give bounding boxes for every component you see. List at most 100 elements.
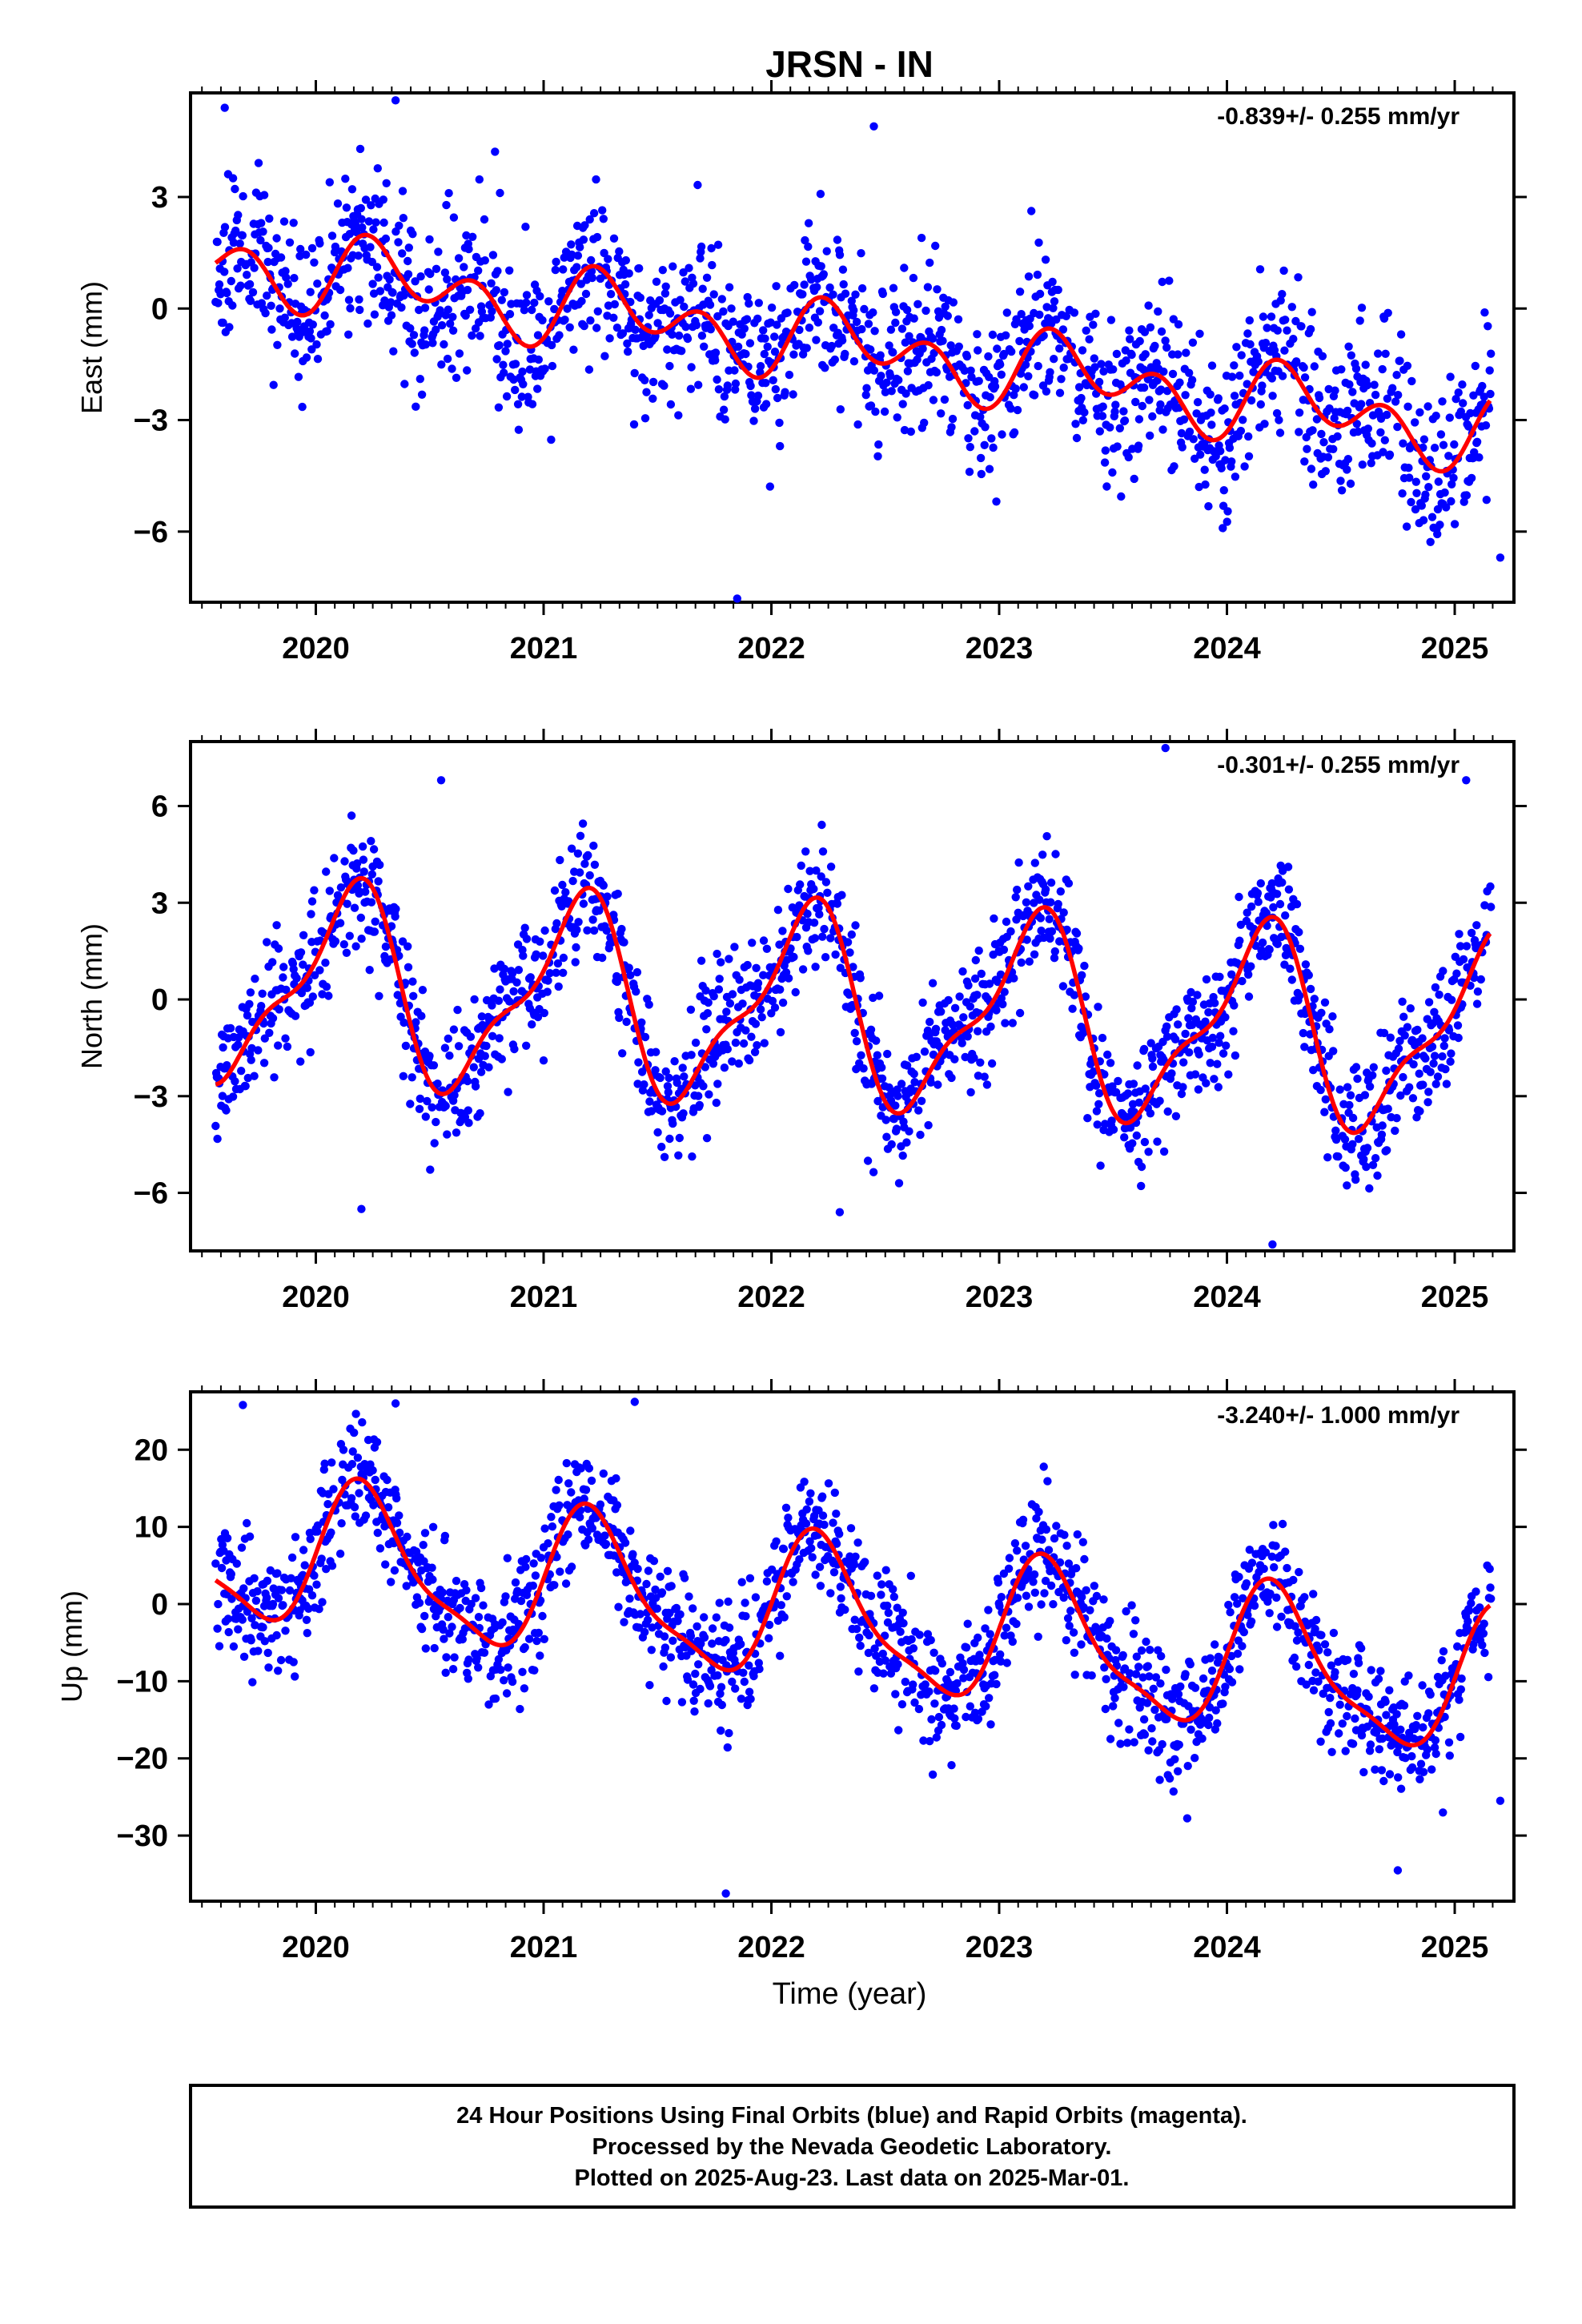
- data-point: [1162, 1022, 1171, 1031]
- data-point: [1411, 477, 1421, 486]
- data-point: [391, 904, 400, 914]
- data-point: [440, 1531, 450, 1541]
- data-point: [1134, 415, 1144, 424]
- east-axis-label: East (mm): [75, 281, 108, 414]
- data-point: [605, 334, 614, 343]
- data-point: [795, 325, 804, 335]
- data-point: [617, 924, 626, 934]
- data-point: [326, 320, 335, 329]
- data-point: [752, 963, 761, 973]
- data-point: [941, 1026, 950, 1035]
- data-point: [612, 1501, 622, 1510]
- data-point: [443, 354, 452, 364]
- data-point: [768, 996, 777, 1006]
- data-point: [223, 1061, 231, 1070]
- data-point: [477, 1012, 487, 1021]
- data-point: [1417, 501, 1427, 510]
- data-point: [275, 1005, 283, 1014]
- data-point: [866, 345, 875, 354]
- data-point: [817, 1492, 827, 1501]
- data-point: [496, 985, 504, 994]
- data-point: [704, 1699, 713, 1708]
- data-point: [530, 1666, 539, 1675]
- data-point: [1055, 344, 1064, 353]
- data-point: [670, 1057, 679, 1066]
- data-point: [1025, 321, 1034, 331]
- data-point: [923, 283, 933, 292]
- data-point: [1182, 348, 1191, 357]
- data-point: [702, 273, 712, 282]
- data-point: [448, 1622, 456, 1631]
- data-point: [826, 862, 836, 871]
- data-point: [1272, 408, 1282, 418]
- data-point: [693, 1622, 701, 1631]
- data-point: [761, 400, 771, 408]
- data-point: [705, 300, 715, 309]
- data-point: [1230, 392, 1239, 400]
- data-point: [691, 1038, 701, 1047]
- data-point: [1034, 238, 1043, 247]
- data-point: [265, 214, 274, 223]
- data-point: [1374, 349, 1383, 358]
- data-point: [1206, 390, 1215, 399]
- data-point: [725, 999, 735, 1008]
- data-point: [441, 1668, 450, 1677]
- data-point: [679, 1109, 688, 1118]
- data-point: [588, 915, 597, 924]
- data-point: [885, 372, 895, 380]
- data-point: [1439, 1041, 1449, 1051]
- data-point: [704, 998, 713, 1007]
- data-point: [1235, 1572, 1243, 1582]
- data-point: [745, 1574, 755, 1583]
- data-point: [1435, 990, 1443, 999]
- data-point: [823, 888, 832, 898]
- data-point: [544, 1539, 552, 1548]
- data-point: [243, 271, 251, 279]
- data-point: [331, 937, 340, 946]
- data-point: [1325, 404, 1334, 413]
- data-point: [464, 1675, 472, 1683]
- data-point: [480, 256, 489, 265]
- data-point: [1034, 1632, 1042, 1641]
- data-point: [259, 191, 269, 199]
- data-point: [372, 1437, 382, 1447]
- data-point: [498, 1618, 507, 1627]
- data-point: [802, 1505, 811, 1514]
- data-point: [418, 986, 428, 995]
- data-point: [374, 877, 383, 886]
- data-point: [974, 346, 982, 355]
- data-point: [1072, 433, 1082, 443]
- data-point: [1487, 903, 1496, 911]
- data-point: [1399, 439, 1407, 448]
- data-point: [245, 999, 254, 1009]
- data-point: [1090, 1582, 1099, 1590]
- data-point: [1223, 517, 1231, 526]
- data-point: [552, 257, 560, 267]
- data-point: [310, 971, 319, 980]
- data-point: [496, 1665, 505, 1675]
- data-point: [767, 304, 777, 312]
- data-point: [1307, 464, 1316, 473]
- data-point: [1415, 1069, 1423, 1078]
- data-point: [709, 1059, 718, 1068]
- data-point: [1380, 436, 1390, 444]
- data-point: [829, 1568, 839, 1577]
- data-point: [576, 243, 584, 251]
- data-point: [1323, 452, 1333, 462]
- data-point: [1235, 371, 1244, 380]
- data-point: [259, 1059, 269, 1068]
- data-point: [703, 1009, 713, 1018]
- data-point: [1062, 1636, 1071, 1645]
- data-point: [804, 947, 813, 955]
- data-point: [560, 316, 569, 324]
- data-point: [1064, 879, 1074, 888]
- data-point: [612, 324, 622, 332]
- data-point: [1412, 489, 1421, 497]
- data-point: [1219, 1699, 1227, 1708]
- data-point: [1191, 1683, 1200, 1692]
- data-point: [921, 1680, 930, 1689]
- data-point: [1126, 335, 1134, 344]
- data-point: [954, 315, 963, 324]
- data-point: [873, 452, 882, 460]
- data-point: [403, 1532, 412, 1542]
